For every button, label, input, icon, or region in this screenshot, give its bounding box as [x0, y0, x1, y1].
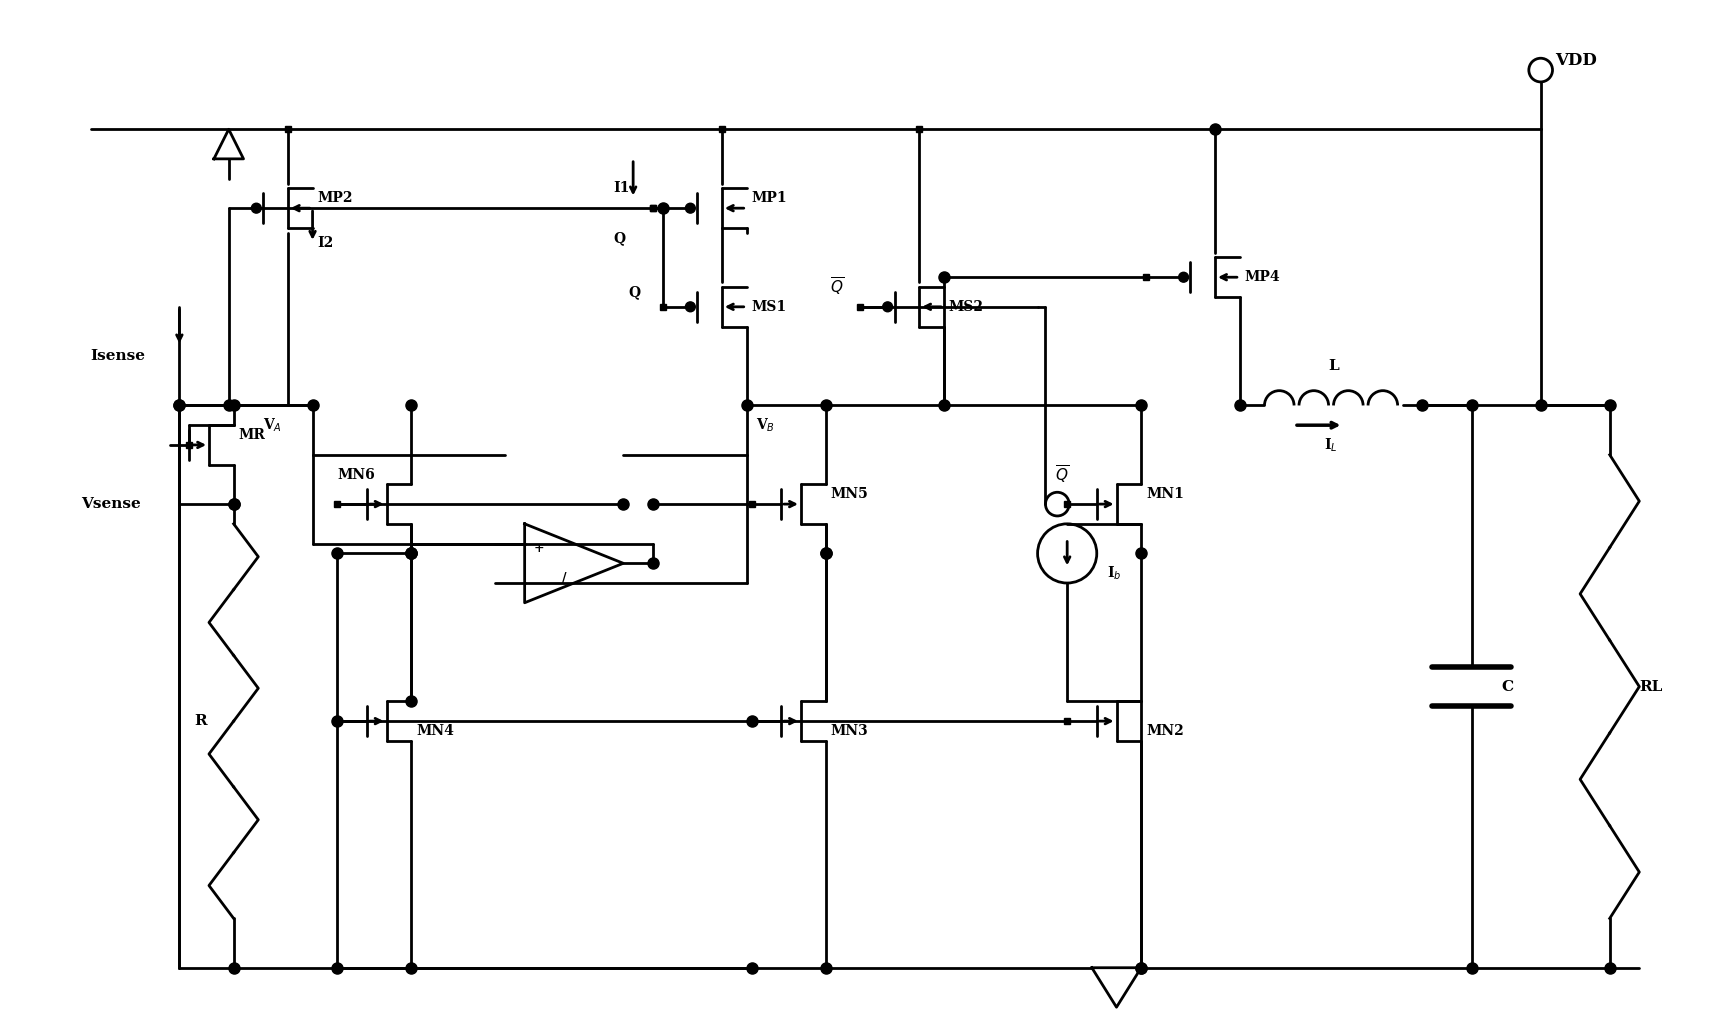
Text: MS1: MS1: [751, 300, 786, 313]
Circle shape: [882, 302, 893, 311]
Text: MN5: MN5: [830, 487, 868, 501]
Text: V$_B$: V$_B$: [756, 417, 775, 434]
Text: MN2: MN2: [1146, 724, 1184, 738]
Polygon shape: [214, 129, 243, 159]
Text: I2: I2: [317, 236, 334, 250]
Text: Q: Q: [627, 285, 639, 299]
Text: Vsense: Vsense: [81, 497, 140, 511]
Text: V$_A$: V$_A$: [264, 417, 283, 434]
Text: MS2: MS2: [948, 300, 984, 313]
Text: Isense: Isense: [91, 349, 145, 364]
Circle shape: [686, 203, 694, 213]
Text: R: R: [195, 714, 207, 728]
Text: Q: Q: [613, 230, 625, 245]
Polygon shape: [1091, 968, 1141, 1008]
Text: $\overline{Q}$: $\overline{Q}$: [830, 276, 844, 298]
Text: /: /: [562, 571, 567, 585]
Text: $\overline{Q}$: $\overline{Q}$: [1054, 464, 1068, 485]
Text: +: +: [534, 542, 544, 555]
Circle shape: [1179, 272, 1187, 283]
Text: MN6: MN6: [338, 468, 374, 481]
Circle shape: [686, 302, 694, 311]
Text: MP1: MP1: [751, 191, 787, 206]
Text: MN4: MN4: [415, 724, 453, 738]
Text: I1: I1: [613, 181, 629, 196]
Text: MP2: MP2: [317, 191, 353, 206]
Text: I$_L$: I$_L$: [1323, 436, 1337, 454]
Text: L: L: [1327, 359, 1339, 373]
Text: I$_b$: I$_b$: [1106, 564, 1120, 582]
Text: MP4: MP4: [1244, 270, 1280, 285]
Circle shape: [252, 203, 262, 213]
Text: RL: RL: [1639, 680, 1661, 693]
Text: MR: MR: [238, 428, 265, 442]
Text: C: C: [1501, 680, 1513, 693]
Text: MN1: MN1: [1146, 487, 1184, 501]
Text: VDD: VDD: [1554, 52, 1597, 69]
Text: MN3: MN3: [830, 724, 868, 738]
